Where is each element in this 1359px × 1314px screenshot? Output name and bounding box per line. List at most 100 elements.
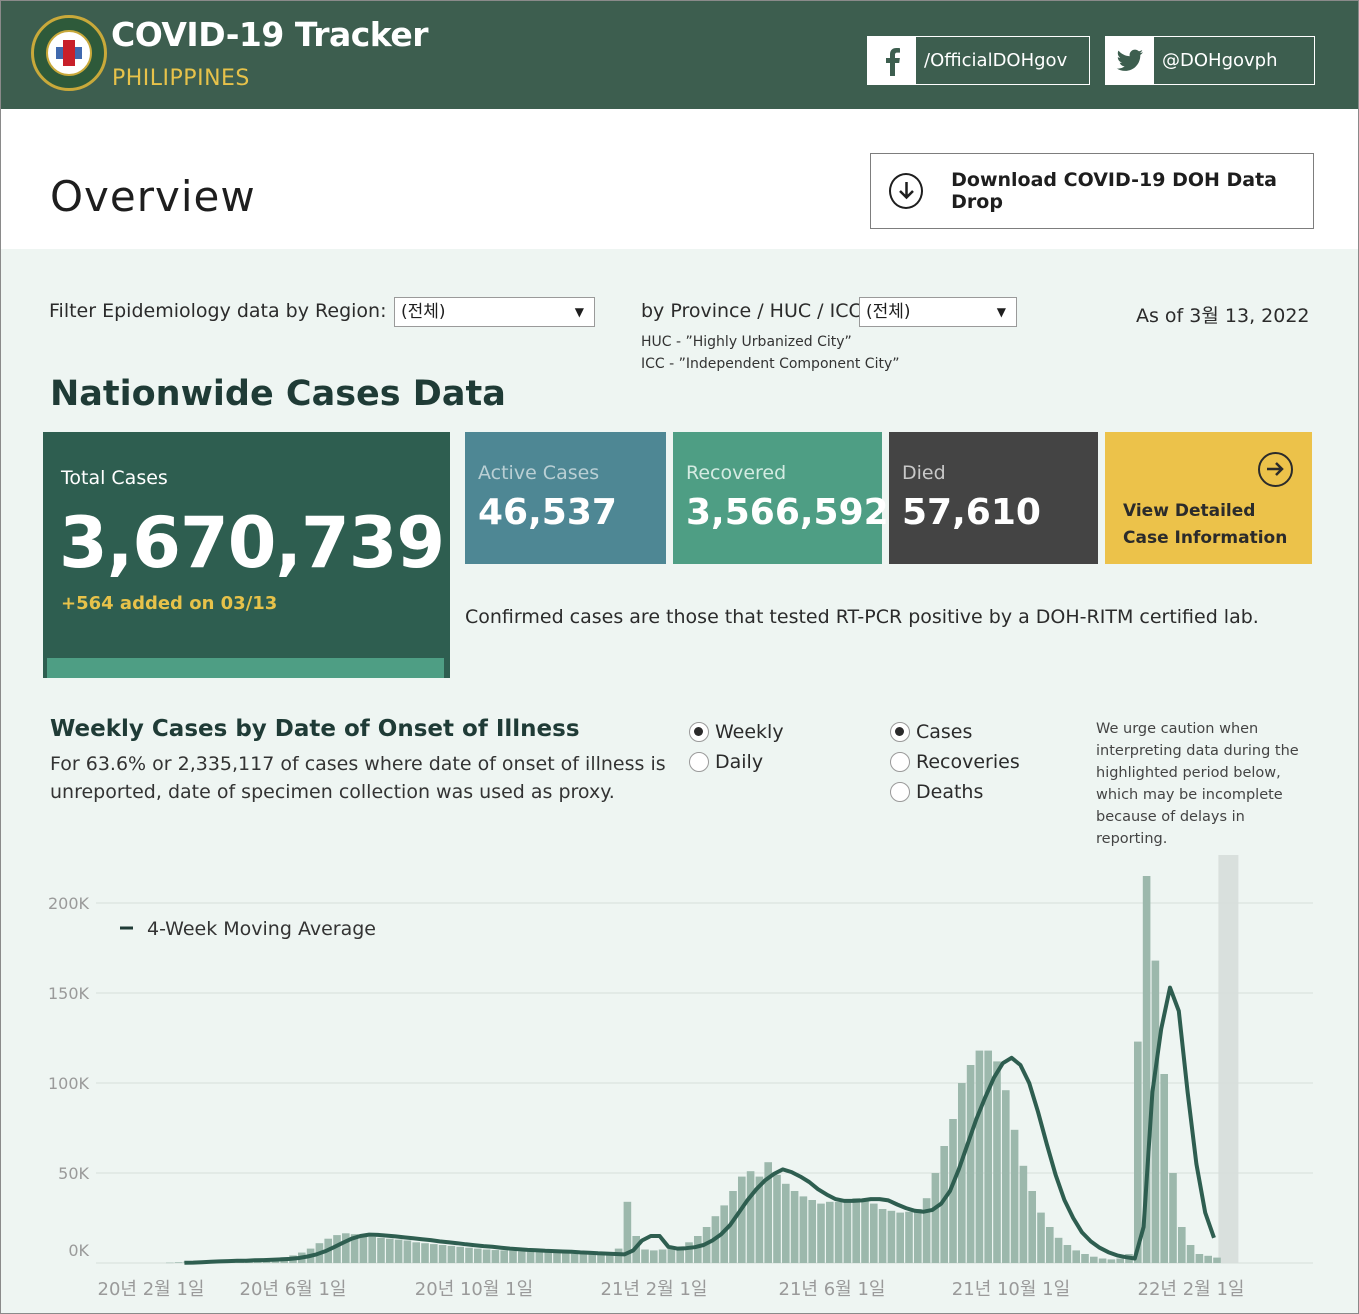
weekly-bar: [342, 1233, 350, 1263]
twitter-handle: @DOHgovph: [1162, 50, 1278, 71]
x-tick-label: 22년 2월 1일: [1138, 1279, 1245, 1300]
weekly-bar: [526, 1251, 535, 1263]
weekly-bar: [1019, 1165, 1028, 1263]
y-tick-label: 200K: [48, 894, 90, 913]
province-select[interactable]: (전체) ▼: [859, 297, 1017, 327]
weekly-bar: [1204, 1255, 1212, 1263]
weekly-bar: [641, 1249, 649, 1263]
radio-daily[interactable]: Daily: [689, 751, 763, 773]
weekly-bar: [667, 1248, 676, 1263]
radio-selected-icon: [890, 722, 910, 742]
weekly-bar: [940, 1146, 948, 1263]
weekly-bar: [1142, 876, 1151, 1263]
total-card-strip: [47, 658, 444, 678]
province-filter-label: by Province / HUC / ICC:: [641, 300, 869, 322]
facebook-icon: [868, 37, 916, 84]
view-detailed-button[interactable]: View Detailed Case Information: [1105, 432, 1312, 564]
radio-deaths-label: Deaths: [916, 781, 984, 803]
died-label: Died: [902, 462, 946, 484]
x-tick-label: 20년 6월 1일: [240, 1279, 347, 1300]
region-select[interactable]: (전체) ▼: [394, 297, 595, 327]
radio-recoveries[interactable]: Recoveries: [890, 751, 1020, 773]
weekly-bar: [1002, 1090, 1010, 1263]
weekly-bar: [421, 1243, 429, 1263]
weekly-bar: [1213, 1257, 1221, 1263]
radio-cases[interactable]: Cases: [890, 721, 972, 743]
radio-unselected-icon: [689, 752, 709, 772]
weekly-bar: [623, 1201, 632, 1263]
weekly-bar: [482, 1249, 491, 1263]
weekly-bar: [597, 1254, 605, 1263]
weekly-bar: [782, 1183, 790, 1263]
radio-unselected-icon: [890, 752, 910, 772]
died-value: 57,610: [902, 492, 1041, 533]
weekly-bar: [535, 1251, 544, 1263]
weekly-bar: [359, 1236, 368, 1263]
y-tick-label: 150K: [48, 984, 90, 1003]
weekly-bar: [553, 1252, 561, 1263]
weekly-bar: [544, 1252, 552, 1263]
dropdown-arrow-icon: ▼: [996, 305, 1006, 319]
weekly-bar: [887, 1210, 896, 1263]
doh-seal-logo: [31, 15, 107, 91]
weekly-bar: [896, 1212, 904, 1263]
radio-weekly[interactable]: Weekly: [689, 721, 784, 743]
weekly-bar: [1098, 1258, 1107, 1263]
weekly-bar: [491, 1250, 500, 1263]
page-title: Overview: [50, 172, 256, 221]
arrow-right-circle-icon: [1258, 452, 1293, 487]
weekly-bar: [1178, 1227, 1186, 1263]
weekly-bar: [852, 1198, 860, 1263]
twitter-link[interactable]: @DOHgovph: [1105, 36, 1315, 85]
x-tick-label: 21년 6월 1일: [779, 1279, 886, 1300]
weekly-bar: [333, 1235, 341, 1263]
total-cases-card: Total Cases 3,670,739 +564 added on 03/1…: [43, 432, 450, 678]
recovered-value: 3,566,592: [686, 492, 889, 533]
active-cases-value: 46,537: [478, 492, 617, 533]
weekly-bar: [1186, 1245, 1195, 1263]
facebook-handle: /OfficialDOHgov: [924, 50, 1068, 71]
recovered-card: Recovered 3,566,592: [673, 432, 889, 564]
facebook-link[interactable]: /OfficialDOHgov: [867, 36, 1090, 85]
moving-average-line: [184, 985, 1216, 1265]
weekly-bar: [1195, 1254, 1204, 1263]
weekly-bar: [456, 1246, 464, 1263]
weekly-bar: [729, 1191, 737, 1263]
weekly-bar: [350, 1234, 359, 1263]
weekly-bar: [1081, 1254, 1089, 1263]
weekly-bar: [738, 1176, 746, 1263]
weekly-bar: [1116, 1258, 1124, 1263]
weekly-bar: [870, 1203, 878, 1263]
cases-added-note: +564 added on 03/13: [61, 593, 278, 614]
weekly-bar: [958, 1083, 966, 1263]
weekly-bar: [1134, 1041, 1142, 1263]
weekly-bar: [1160, 1074, 1168, 1263]
weekly-bar: [878, 1209, 887, 1263]
weekly-bar: [438, 1245, 447, 1263]
download-button-label: Download COVID-19 DOH Data Drop: [951, 169, 1278, 213]
twitter-icon: [1106, 37, 1154, 84]
weekly-bar: [685, 1242, 693, 1263]
huc-note: HUC - ”Highly Urbanized City”: [641, 334, 852, 350]
weekly-bar: [500, 1250, 508, 1263]
region-select-value: (전체): [401, 302, 446, 322]
download-arrow-icon: [889, 173, 924, 209]
weekly-bar: [790, 1191, 799, 1263]
weekly-bar: [764, 1162, 772, 1263]
radio-deaths[interactable]: Deaths: [890, 781, 983, 803]
view-detailed-label: View Detailed Case Information: [1123, 501, 1288, 548]
weekly-bar: [799, 1196, 808, 1263]
weekly-bar: [658, 1249, 667, 1263]
weekly-bar: [720, 1205, 728, 1263]
weekly-bar: [386, 1238, 394, 1263]
download-data-button[interactable]: Download COVID-19 DOH Data Drop: [870, 153, 1314, 229]
active-cases-card: Active Cases 46,537: [465, 432, 666, 564]
weekly-bar: [403, 1240, 412, 1263]
weekly-bar: [1063, 1245, 1072, 1263]
radio-daily-label: Daily: [715, 751, 764, 773]
weekly-bar: [579, 1254, 588, 1263]
weekly-bar: [826, 1201, 834, 1263]
radio-cases-label: Cases: [916, 721, 973, 743]
weekly-bar: [474, 1248, 482, 1263]
x-tick-label: 21년 2월 1일: [601, 1279, 708, 1300]
